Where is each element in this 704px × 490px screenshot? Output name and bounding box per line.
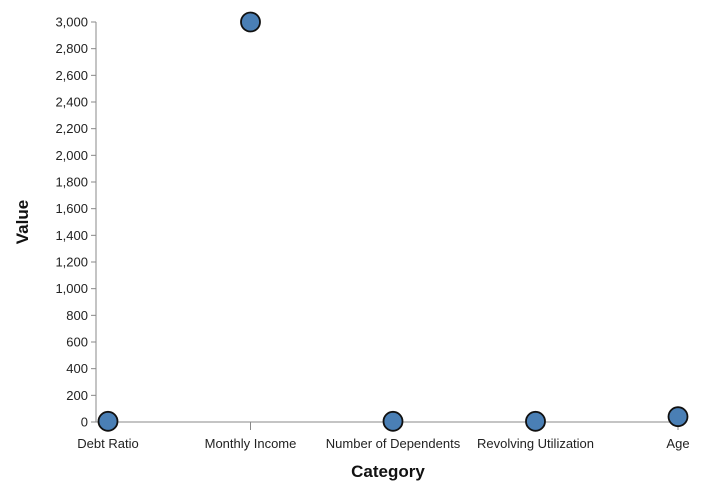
data-point [240,11,261,33]
y-tick-label: 1,000 [55,281,88,296]
y-tick-label: 2,400 [55,95,88,110]
data-points [97,11,689,432]
x-tick-label: Age [666,436,689,451]
data-point [525,410,546,432]
x-tick-label: Debt Ratio [77,436,138,451]
y-tick-label: 0 [81,415,88,430]
y-tick-label: 2,200 [55,121,88,136]
data-point [382,410,404,432]
x-axis: Debt Ratio Monthly Income Number of Depend… [77,421,690,451]
y-tick-label: 3,000 [55,15,88,30]
y-tick-label: 2,800 [55,41,88,56]
data-point [667,406,689,428]
y-tick-label: 1,800 [55,175,88,190]
y-tick-label: 400 [66,361,88,376]
y-axis: 0 200 400 600 800 1,000 1,200 1,400 1,600 1,800 2,… [55,15,97,430]
x-axis-title: Category [351,462,425,481]
y-tick-label: 2,600 [55,68,88,83]
y-axis-title: Value [13,200,32,244]
x-tick-label: Monthly Income [205,436,297,451]
y-tick-label: 200 [66,388,88,403]
y-tick-label: 600 [66,335,88,350]
data-point [97,410,119,432]
y-tick-label: 1,600 [55,201,88,216]
y-tick-label: 2,000 [55,148,88,163]
y-tick-label: 800 [66,308,88,323]
x-tick-label: Number of Dependents [326,436,461,451]
x-tick-label: Revolving Utilization [477,436,594,451]
y-tick-label: 1,400 [55,228,88,243]
y-tick-label: 1,200 [55,255,88,270]
